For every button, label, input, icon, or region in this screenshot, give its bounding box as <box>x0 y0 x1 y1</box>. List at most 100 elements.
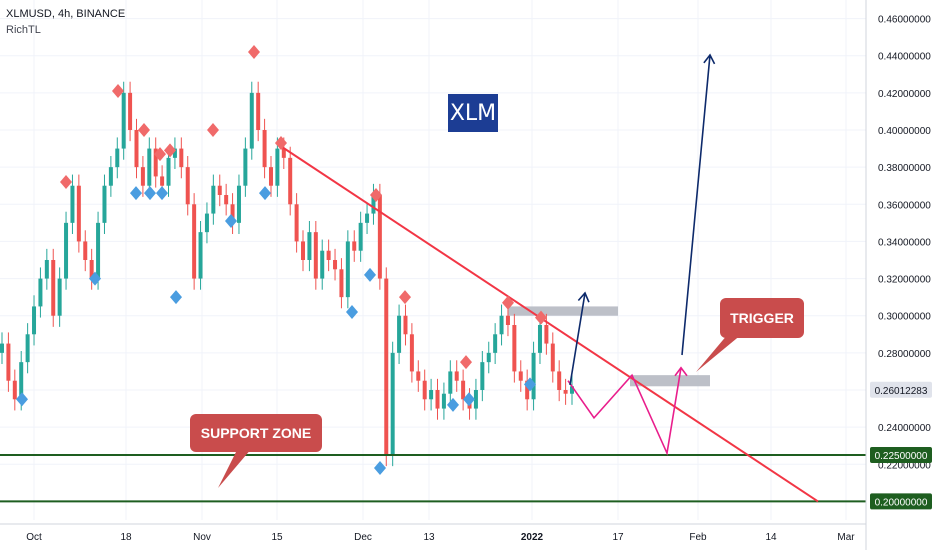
x-tick-label: Dec <box>354 532 372 543</box>
candle <box>294 204 299 242</box>
candle <box>339 269 344 298</box>
candle <box>249 92 254 149</box>
pivot-high-marker <box>460 355 472 370</box>
candle <box>256 92 261 130</box>
pivot-low-marker <box>225 214 237 228</box>
candle <box>0 343 4 353</box>
candle <box>557 371 562 390</box>
candle <box>25 334 30 363</box>
candle <box>198 232 203 279</box>
pivot-low-marker <box>16 392 28 407</box>
y-tick-label: 0.36000000 <box>878 200 931 211</box>
candle <box>371 195 376 214</box>
candle <box>570 386 574 394</box>
x-tick-label: 14 <box>765 532 777 543</box>
candle <box>51 260 56 316</box>
candle <box>544 325 549 344</box>
candle <box>435 390 440 409</box>
candle <box>192 204 197 279</box>
candle <box>320 250 325 279</box>
pivot-low-marker <box>259 186 271 201</box>
candle <box>179 148 184 168</box>
candle <box>461 380 466 400</box>
candle <box>140 167 145 186</box>
candle <box>160 176 165 186</box>
pivot-low-marker <box>346 305 358 319</box>
pivot-low-marker <box>524 377 536 392</box>
candle <box>44 260 49 279</box>
candle <box>454 371 459 381</box>
pivot-high-marker <box>138 123 150 137</box>
support-price-label: 0.20000000 <box>875 497 928 508</box>
x-tick-label: Feb <box>689 532 707 543</box>
x-tick-label: Mar <box>837 532 855 543</box>
current-price-tag <box>870 381 932 398</box>
candle <box>358 222 363 251</box>
pivot-low-marker <box>364 267 376 282</box>
drawn-lines <box>0 53 866 503</box>
candle <box>301 241 306 260</box>
y-tick-label: 0.40000000 <box>878 126 931 137</box>
candle <box>537 325 542 353</box>
trigger-callout: TRIGGER <box>720 298 804 338</box>
pivot-low-marker <box>144 186 156 201</box>
candle <box>243 148 248 186</box>
time-axis: Oct 18 Nov 15 Dec 13 2022 17 Feb 14 Mar <box>0 523 866 543</box>
candle <box>307 232 312 260</box>
candle <box>397 315 402 353</box>
current-price-label: 0.26012283 <box>875 386 928 397</box>
grid <box>0 0 866 520</box>
x-tick-label: 2022 <box>521 532 544 543</box>
candle <box>429 390 434 400</box>
candle <box>121 92 126 149</box>
y-tick-label: 0.30000000 <box>878 312 931 323</box>
candle <box>288 157 293 205</box>
pivot-low-marker <box>374 461 386 475</box>
support-price-tag <box>870 493 932 510</box>
candle <box>275 148 280 186</box>
x-tick-label: Nov <box>193 532 211 543</box>
asset-badge: XLM <box>448 94 498 132</box>
y-tick-label: 0.24000000 <box>878 423 931 434</box>
candle <box>377 195 382 279</box>
projection-path <box>567 367 682 456</box>
pivot-high-marker <box>112 84 124 98</box>
candle <box>499 315 504 335</box>
author-name: RichTL <box>6 24 41 36</box>
candle <box>19 362 24 400</box>
x-tick-label: 15 <box>271 532 283 543</box>
zones <box>508 306 710 387</box>
candle <box>505 315 510 325</box>
candle <box>352 241 357 251</box>
pivot-high-marker <box>275 136 287 150</box>
candle <box>217 185 222 195</box>
candle <box>230 204 235 223</box>
y-tick-label: 0.34000000 <box>878 237 931 248</box>
small-breakout-arrow <box>569 292 586 386</box>
pivot-high-marker <box>154 147 166 162</box>
pivot-low-marker <box>170 290 182 305</box>
candle <box>518 371 523 381</box>
candle <box>268 167 273 186</box>
x-tick-label: 18 <box>120 532 132 543</box>
x-tick-label: 17 <box>612 532 624 543</box>
candle <box>96 222 101 279</box>
pivot-low-marker <box>463 392 475 407</box>
candle <box>102 185 107 223</box>
candle <box>38 278 43 307</box>
pivot-high-marker <box>399 290 411 305</box>
candle <box>12 380 17 400</box>
candle <box>147 148 152 186</box>
candle <box>390 352 395 455</box>
support-price-tag <box>870 447 932 463</box>
candle <box>166 157 171 186</box>
candle <box>32 306 37 335</box>
price-axis: 0.46000000 0.44000000 0.42000000 0.40000000… <box>865 0 932 550</box>
candle <box>153 148 158 177</box>
trigger-box <box>630 375 710 387</box>
candle <box>313 232 318 279</box>
candle <box>531 352 536 400</box>
small-breakout-arrow-head <box>577 291 590 303</box>
